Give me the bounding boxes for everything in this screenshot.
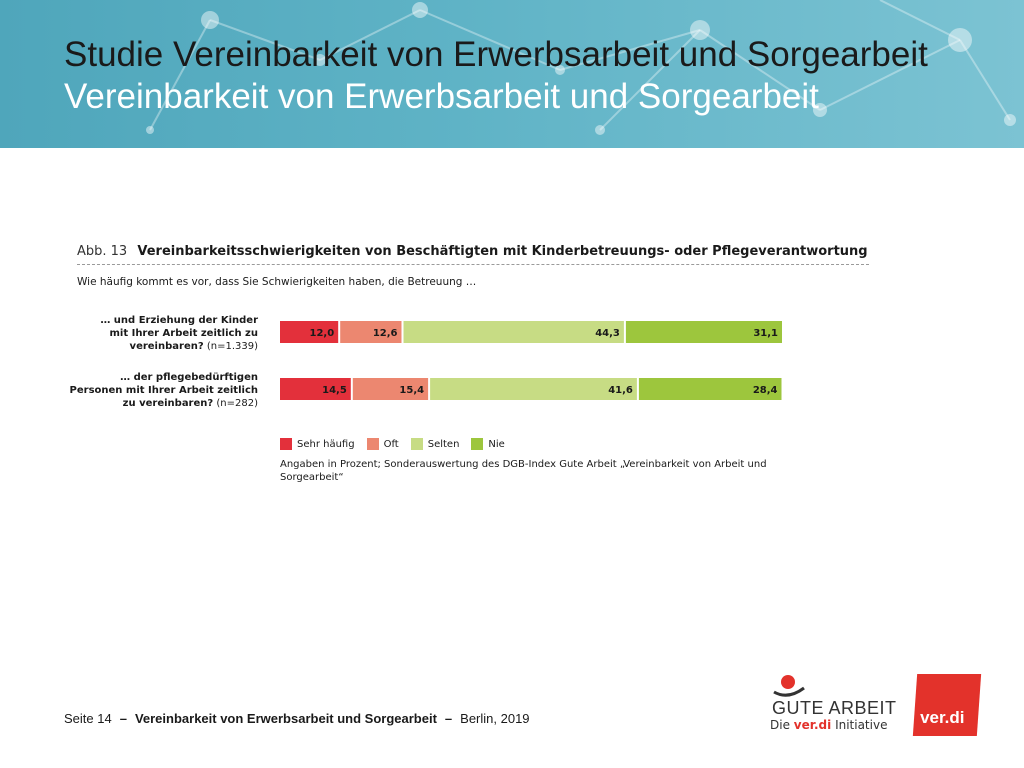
chart-legend: Sehr häufig Oft Selten Nie (280, 438, 517, 450)
bar-value-label: 41,6 (608, 385, 633, 396)
figure-title: Vereinbarkeitsschwierigkeiten von Beschä… (137, 244, 868, 259)
verdi-logo-text: ver.di (920, 708, 965, 727)
footer-page: Seite 14 (64, 711, 112, 726)
bar-value-label: 28,4 (753, 385, 778, 396)
bar-value-label: 12,6 (373, 328, 398, 339)
bar-segment (625, 321, 782, 343)
footer-title: Vereinbarkeit von Erwerbsarbeit und Sorg… (134, 711, 437, 726)
legend-item: Oft (366, 438, 399, 450)
footer-separator: – (119, 711, 127, 726)
sample-size: (n=1.339) (206, 341, 258, 352)
sample-size: (n=282) (216, 398, 258, 409)
bar-segment (340, 321, 402, 343)
legend-swatch (366, 438, 379, 450)
bar-segment (280, 321, 339, 343)
legend-label: Sehr häufig (297, 438, 355, 450)
legend-swatch (280, 438, 292, 450)
bar-value-label: 44,3 (595, 328, 620, 339)
header-banner: Studie Vereinbarkeit von Erwerbsarbeit u… (0, 0, 1024, 148)
legend-label: Selten (427, 438, 460, 450)
bar-value-label: 31,1 (753, 328, 778, 339)
survey-question: Wie häufig kommt es vor, dass Sie Schwie… (77, 276, 477, 288)
gute-arbeit-wordmark: GUTE ARBEIT (772, 698, 897, 718)
legend-item: Sehr häufig (280, 438, 355, 450)
bar-segment (638, 378, 782, 400)
bar-segment (352, 378, 429, 400)
row-label-line: Personen mit Ihrer Arbeit zeitlich (69, 385, 258, 396)
row-label-line: … und Erziehung der Kinder (100, 315, 258, 326)
slide-subtitle: Vereinbarkeit von Erwerbsarbeit und Sorg… (64, 77, 819, 116)
legend-label: Oft (383, 438, 399, 450)
legend-item: Nie (471, 438, 505, 450)
row-label-line: zu vereinbaren? (122, 398, 214, 409)
footer-separator: – (444, 711, 453, 726)
network-background-graphic (146, 0, 1016, 135)
bar-segment (403, 321, 624, 343)
row-label-line: mit Ihrer Arbeit zeitlich zu (109, 328, 258, 339)
row-label: … der pflegebedürftigen Personen mit Ihr… (60, 371, 258, 410)
legend-item: Selten (410, 438, 460, 450)
footer: Seite 14– Vereinbarkeit von Erwerbsarbeit… (64, 711, 530, 726)
tagline-post: Initiative (835, 718, 888, 732)
tagline-pre: Die (770, 718, 790, 732)
gute-arbeit-emblem-icon (773, 675, 805, 697)
note-line: Angaben in Prozent; Sonderauswertung des… (280, 459, 767, 470)
bar-value-label: 14,5 (322, 385, 347, 396)
row-label-line: … der pflegebedürftigen (120, 372, 258, 383)
legend-swatch (471, 438, 484, 450)
row-label: … und Erziehung der Kinder mit Ihrer Arb… (60, 314, 258, 353)
gute-arbeit-logo: GUTE ARBEIT Die ver.di Initiative (768, 670, 898, 734)
figure-number: Abb. 13 (77, 244, 128, 259)
bar-value-label: 15,4 (399, 385, 424, 396)
figure-header: Abb. 13 Vereinbarkeitsschwierigkeiten vo… (77, 244, 869, 265)
slide-title: Studie Vereinbarkeit von Erwerbsarbeit u… (64, 35, 928, 74)
verdi-logo: ver.di (912, 674, 982, 736)
chart-source-note: Angaben in Prozent; Sonderauswertung des… (280, 458, 800, 484)
row-label-line: vereinbaren? (129, 341, 204, 352)
gute-arbeit-tagline: Die ver.di Initiative (770, 718, 887, 732)
bar-segment (280, 378, 351, 400)
legend-label: Nie (488, 438, 505, 450)
tagline-brand: ver.di (793, 718, 832, 732)
footer-place-year: Berlin, 2019 (460, 711, 530, 726)
bar-value-label: 12,0 (310, 328, 335, 339)
bar-segment (430, 378, 637, 400)
legend-swatch (410, 438, 423, 450)
note-line: Sorgearbeit“ (280, 472, 344, 483)
